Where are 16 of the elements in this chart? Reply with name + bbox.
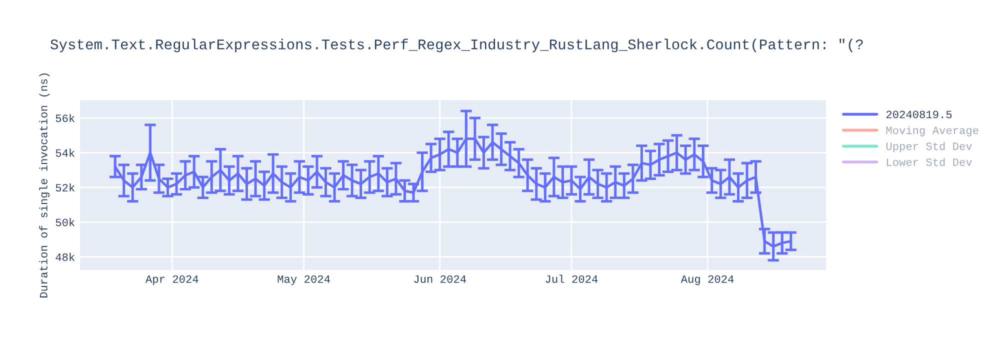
chart-title: System.Text.RegularExpressions.Tests.Perf_Regex_Industry_RustLang_Sherlock.Count(Pattern: "(?: [50, 38, 863, 52]
x-tick-label: Jul 2024: [546, 274, 598, 283]
y-tick-label: 48k: [56, 252, 75, 261]
legend-label: 20240819.5: [886, 110, 952, 118]
x-tick-label: Jun 2024: [414, 275, 466, 283]
legend-label: Upper Std Dev: [886, 142, 972, 152]
y-tick-label: 54k: [56, 148, 75, 157]
legend-label: Moving Average: [886, 126, 978, 136]
x-tick-label: May 2024: [278, 275, 330, 286]
y-tick-label: 52k: [56, 183, 75, 192]
x-tick-label: Aug 2024: [680, 275, 734, 286]
legend-label: Lower Std Dev: [886, 158, 972, 166]
y-tick-label: 50k: [56, 218, 75, 226]
x-tick-label: Apr 2024: [145, 275, 198, 286]
y-axis-title: Duration of single invocation (ns): [39, 74, 50, 298]
y-tick-label: 56k: [56, 114, 75, 122]
